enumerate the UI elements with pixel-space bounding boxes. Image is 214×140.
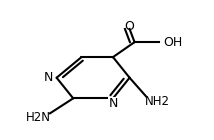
Text: NH2: NH2 [145, 95, 170, 108]
Text: N: N [108, 97, 118, 110]
Text: O: O [125, 20, 135, 33]
Text: N: N [44, 71, 53, 84]
Text: H2N: H2N [26, 111, 51, 124]
Text: OH: OH [163, 36, 182, 49]
